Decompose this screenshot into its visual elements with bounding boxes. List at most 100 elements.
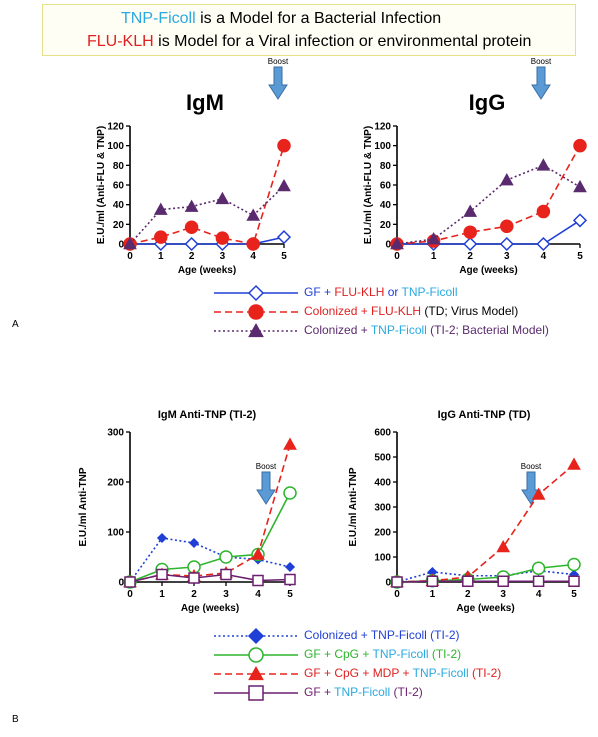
legend-label-part: (TD; Virus Model): [421, 304, 519, 318]
x-tick-label: 3: [504, 251, 510, 262]
data-point: [184, 199, 199, 212]
boost-arrow-icon: [256, 471, 276, 505]
data-point: [156, 532, 168, 544]
data-point: [499, 173, 514, 186]
y-tick-label: 0: [385, 240, 391, 251]
chart-panel-1: IgM Boost 0 20 40 60 80 100 120 0 1 2 3 4 5 Age (weeks)…: [96, 57, 292, 276]
data-point: [390, 236, 404, 250]
series-line: [396, 164, 581, 245]
data-point: [496, 539, 511, 553]
y-tick-label: 40: [380, 200, 392, 211]
data-point: [184, 236, 199, 252]
legend-b: Colonized + TNP-Ficoll (TI-2) GF + CpG + …: [212, 626, 592, 710]
legend-marker: [248, 685, 264, 701]
series-3: [390, 158, 587, 250]
legend-swatch-icon: [214, 627, 298, 645]
legend-marker: [247, 627, 265, 645]
y-tick-label: 60: [113, 181, 125, 192]
boost-label: Boost: [521, 462, 542, 471]
x-tick-label: 5: [577, 251, 583, 262]
legend-label-part: TNP-Ficoll: [370, 628, 427, 642]
data-point: [391, 576, 403, 588]
data-point: [568, 575, 580, 587]
x-tick-label: 2: [189, 251, 195, 262]
y-axis-label: E.U./ml (Anti-FLU & TNP): [363, 126, 374, 244]
legend-swatch-icon: [214, 665, 298, 681]
y-tick-label: 500: [374, 453, 391, 464]
y-tick-label: 0: [118, 240, 124, 251]
legend-label-part: (TI-2): [426, 628, 460, 642]
x-tick-label: 3: [223, 589, 229, 600]
series-line: [129, 537, 291, 583]
legend-label-part: (TI-2; Bacterial Model): [426, 323, 549, 337]
series-2: [123, 486, 297, 589]
header-line-2: FLU-KLH is Model for a Viral infection o…: [87, 33, 531, 51]
data-point: [124, 576, 136, 588]
x-axis-label: Age (weeks): [181, 603, 239, 614]
boost-label: Boost: [268, 57, 289, 66]
data-point: [497, 575, 509, 587]
x-axis-label: Age (weeks): [178, 265, 236, 276]
y-tick-label: 200: [374, 528, 391, 539]
y-tick-label: 0: [118, 578, 124, 589]
legend-label-part: or: [384, 285, 402, 299]
series-line: [396, 563, 575, 583]
data-point: [277, 178, 291, 192]
y-tick-label: 20: [380, 220, 392, 231]
data-point: [536, 204, 551, 219]
x-tick-label: 4: [541, 251, 547, 262]
header-text-2: is Model for a Viral infection or enviro…: [153, 33, 532, 50]
data-point: [573, 138, 587, 153]
data-point: [219, 550, 233, 564]
x-tick-label: 1: [158, 251, 164, 262]
chart-title: IgM: [186, 90, 224, 115]
legend-swatch-icon: [214, 685, 298, 701]
y-tick-label: 400: [374, 478, 391, 489]
series-1: [122, 230, 292, 252]
y-tick-label: 100: [374, 141, 391, 152]
x-tick-label: 0: [127, 251, 133, 262]
x-tick-label: 0: [394, 589, 400, 600]
legend-label-part: TNP-Ficoll: [334, 685, 391, 699]
chart-title: IgG: [469, 90, 506, 115]
chart-panel-2: IgG Boost 0 20 40 60 80 100 120 0 1 2 3 4 5 Age (weeks)…: [363, 57, 588, 276]
chart-title: IgG Anti-TNP (TD): [438, 409, 531, 421]
series-2: [390, 138, 587, 251]
x-tick-label: 2: [465, 589, 471, 600]
header-term-tnp: TNP-Ficoll: [121, 10, 196, 27]
data-point: [251, 547, 265, 560]
legend-label: GF + TNP-Ficoll (TI-2): [304, 685, 423, 699]
legend-label: GF + CpG + MDP + TNP-Ficoll (TI-2): [304, 666, 501, 680]
legend-marker: [248, 304, 264, 320]
data-point: [567, 457, 581, 470]
data-point: [283, 437, 297, 450]
header-line-1: TNP-Ficoll is a Model for a Bacterial In…: [121, 10, 441, 28]
legend-swatch-icon: [214, 304, 298, 320]
data-point: [284, 573, 296, 586]
x-tick-label: 0: [127, 589, 133, 600]
legend-label-part: Colonized +: [304, 323, 371, 337]
header-text-1: is a Model for a Bacterial Infection: [195, 10, 442, 27]
y-tick-label: 0: [385, 578, 391, 589]
series-line: [129, 573, 291, 583]
y-tick-label: 80: [113, 161, 125, 172]
panel-label-a: A: [12, 319, 19, 330]
boost-label: Boost: [256, 462, 277, 471]
data-point: [188, 537, 200, 549]
x-tick-label: 3: [500, 589, 506, 600]
legend-label-part: (TI-2): [390, 685, 423, 699]
y-tick-label: 600: [374, 428, 391, 439]
y-tick-label: 300: [374, 503, 391, 514]
boost-arrow-icon: [268, 66, 288, 100]
x-tick-label: 1: [430, 589, 436, 600]
legend-label: GF + FLU-KLH or TNP-Ficoll: [304, 285, 457, 299]
y-tick-label: 100: [107, 528, 124, 539]
data-point: [220, 568, 232, 581]
data-point: [573, 179, 587, 193]
data-point: [572, 213, 588, 228]
series-4: [391, 575, 580, 588]
data-point: [531, 561, 546, 575]
legend-label-part: Colonized +: [304, 304, 372, 318]
series-line: [129, 145, 285, 245]
boost-arrow-icon: [531, 66, 551, 100]
